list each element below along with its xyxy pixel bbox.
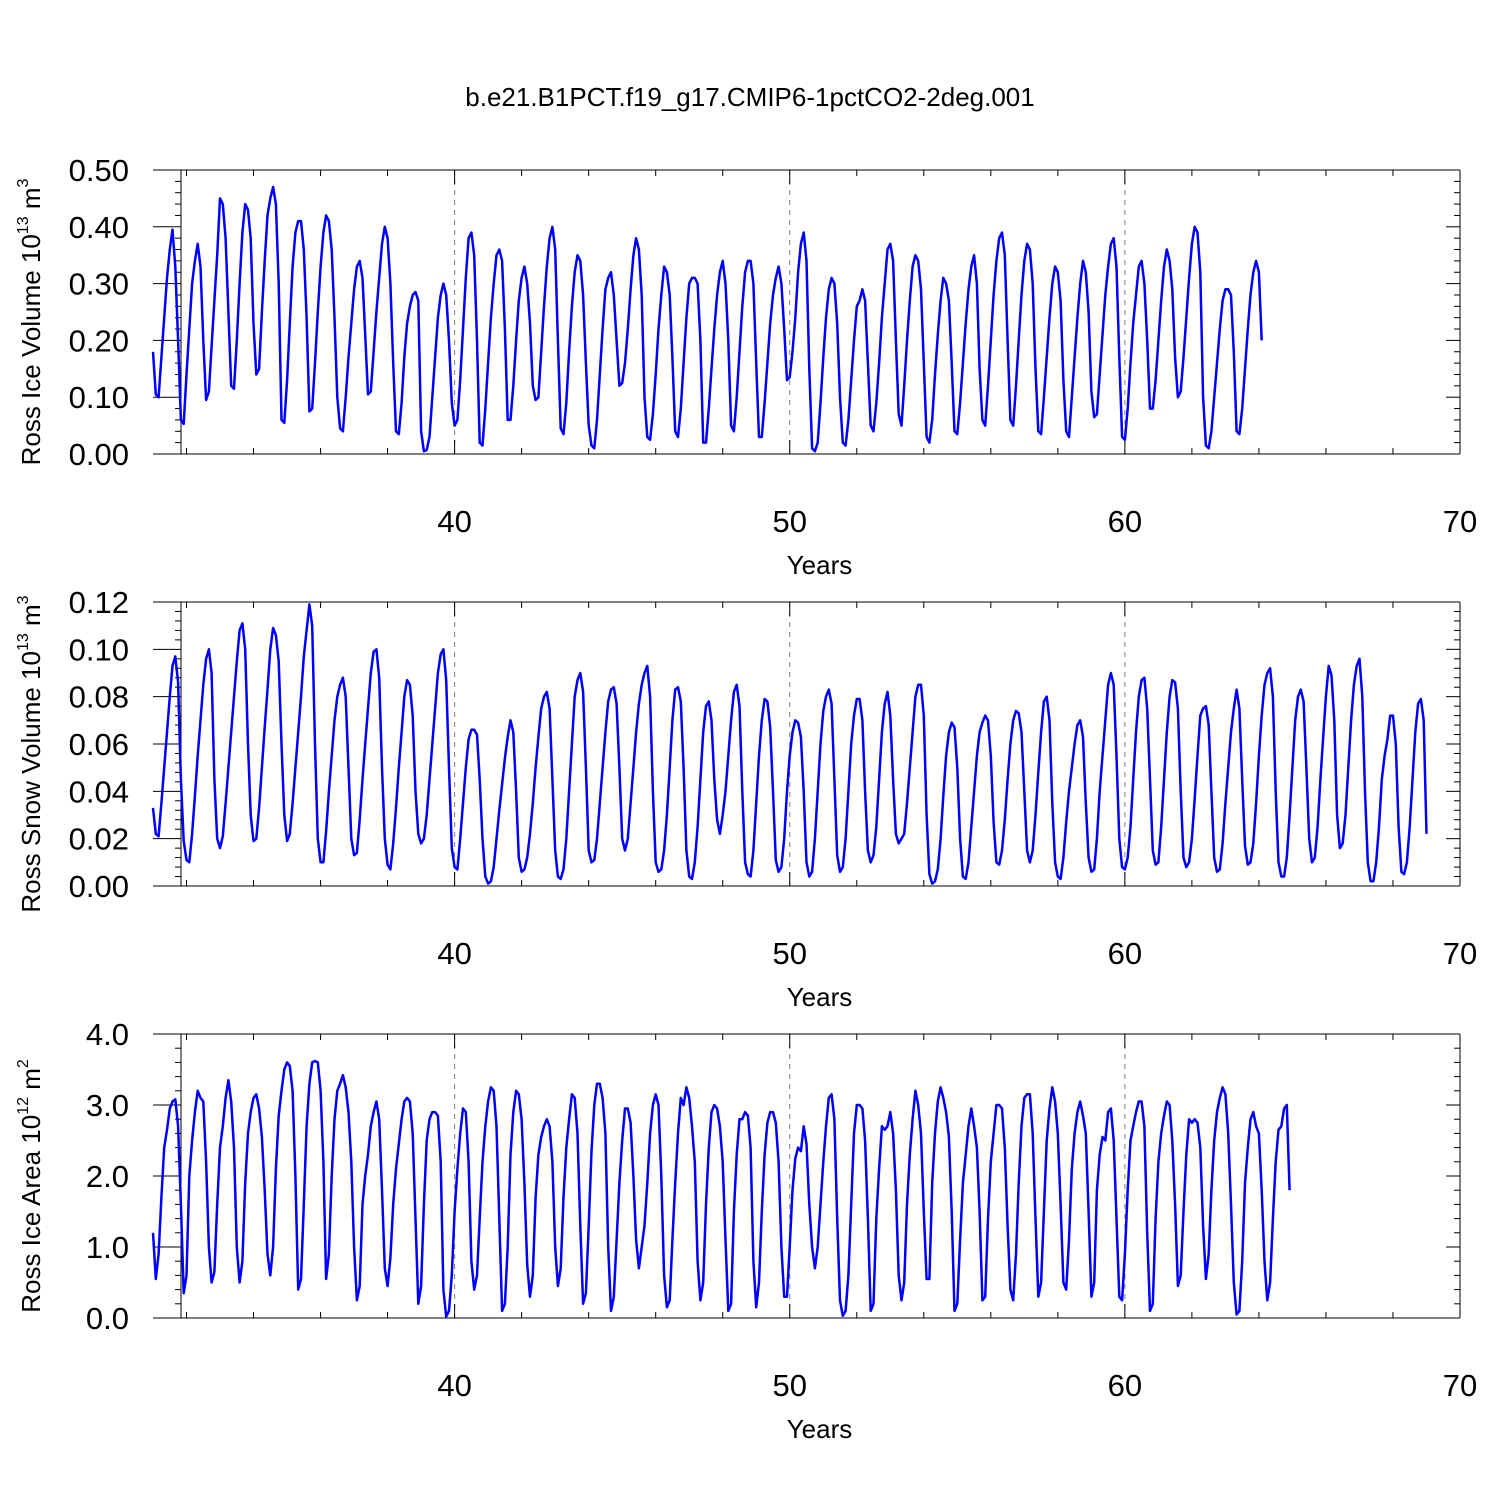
y-tick-label: 0.50 — [69, 153, 129, 188]
y-tick-label: 0.00 — [69, 437, 129, 472]
series-line — [151, 603, 1428, 885]
y-axis-title: Ross Ice Volume 1013 m3 — [15, 178, 46, 465]
x-tick-label: 60 — [1108, 936, 1142, 971]
y-tick-label: 0.08 — [69, 680, 129, 715]
x-axis-title: Years — [787, 982, 853, 1012]
y-tick-label: 2.0 — [86, 1159, 129, 1194]
series-line — [151, 185, 1263, 453]
x-tick-label: 40 — [437, 504, 471, 539]
y-tick-label: 4.0 — [86, 1017, 129, 1052]
x-tick-label: 40 — [437, 936, 471, 971]
x-axis-title: Years — [787, 550, 853, 580]
y-tick-label: 0.20 — [69, 323, 129, 358]
chart-title: b.e21.B1PCT.f19_g17.CMIP6-1pctCO2-2deg.0… — [465, 82, 1035, 112]
x-tick-label: 50 — [773, 504, 807, 539]
y-tick-label: 0.0 — [86, 1301, 129, 1336]
y-tick-label: 0.12 — [69, 585, 129, 620]
x-tick-label: 70 — [1443, 936, 1477, 971]
y-tick-label: 0.10 — [69, 632, 129, 667]
y-tick-label: 0.00 — [69, 869, 129, 904]
x-tick-label: 70 — [1443, 504, 1477, 539]
y-axis-title: Ross Ice Area 1012 m2 — [15, 1059, 46, 1313]
x-tick-label: 60 — [1108, 504, 1142, 539]
x-tick-label: 50 — [773, 1368, 807, 1403]
y-tick-label: 0.06 — [69, 727, 129, 762]
y-tick-label: 3.0 — [86, 1088, 129, 1123]
x-tick-label: 60 — [1108, 1368, 1142, 1403]
y-tick-label: 1.0 — [86, 1230, 129, 1265]
y-tick-label: 0.04 — [69, 774, 129, 809]
x-tick-label: 40 — [437, 1368, 471, 1403]
y-axis-title: Ross Snow Volume 1013 m3 — [15, 595, 46, 912]
series-line — [151, 1059, 1291, 1318]
y-tick-label: 0.30 — [69, 267, 129, 302]
x-axis-title: Years — [787, 1414, 853, 1444]
y-tick-label: 0.40 — [69, 210, 129, 245]
x-tick-label: 70 — [1443, 1368, 1477, 1403]
x-tick-label: 50 — [773, 936, 807, 971]
y-tick-label: 0.02 — [69, 822, 129, 857]
y-tick-label: 0.10 — [69, 380, 129, 415]
